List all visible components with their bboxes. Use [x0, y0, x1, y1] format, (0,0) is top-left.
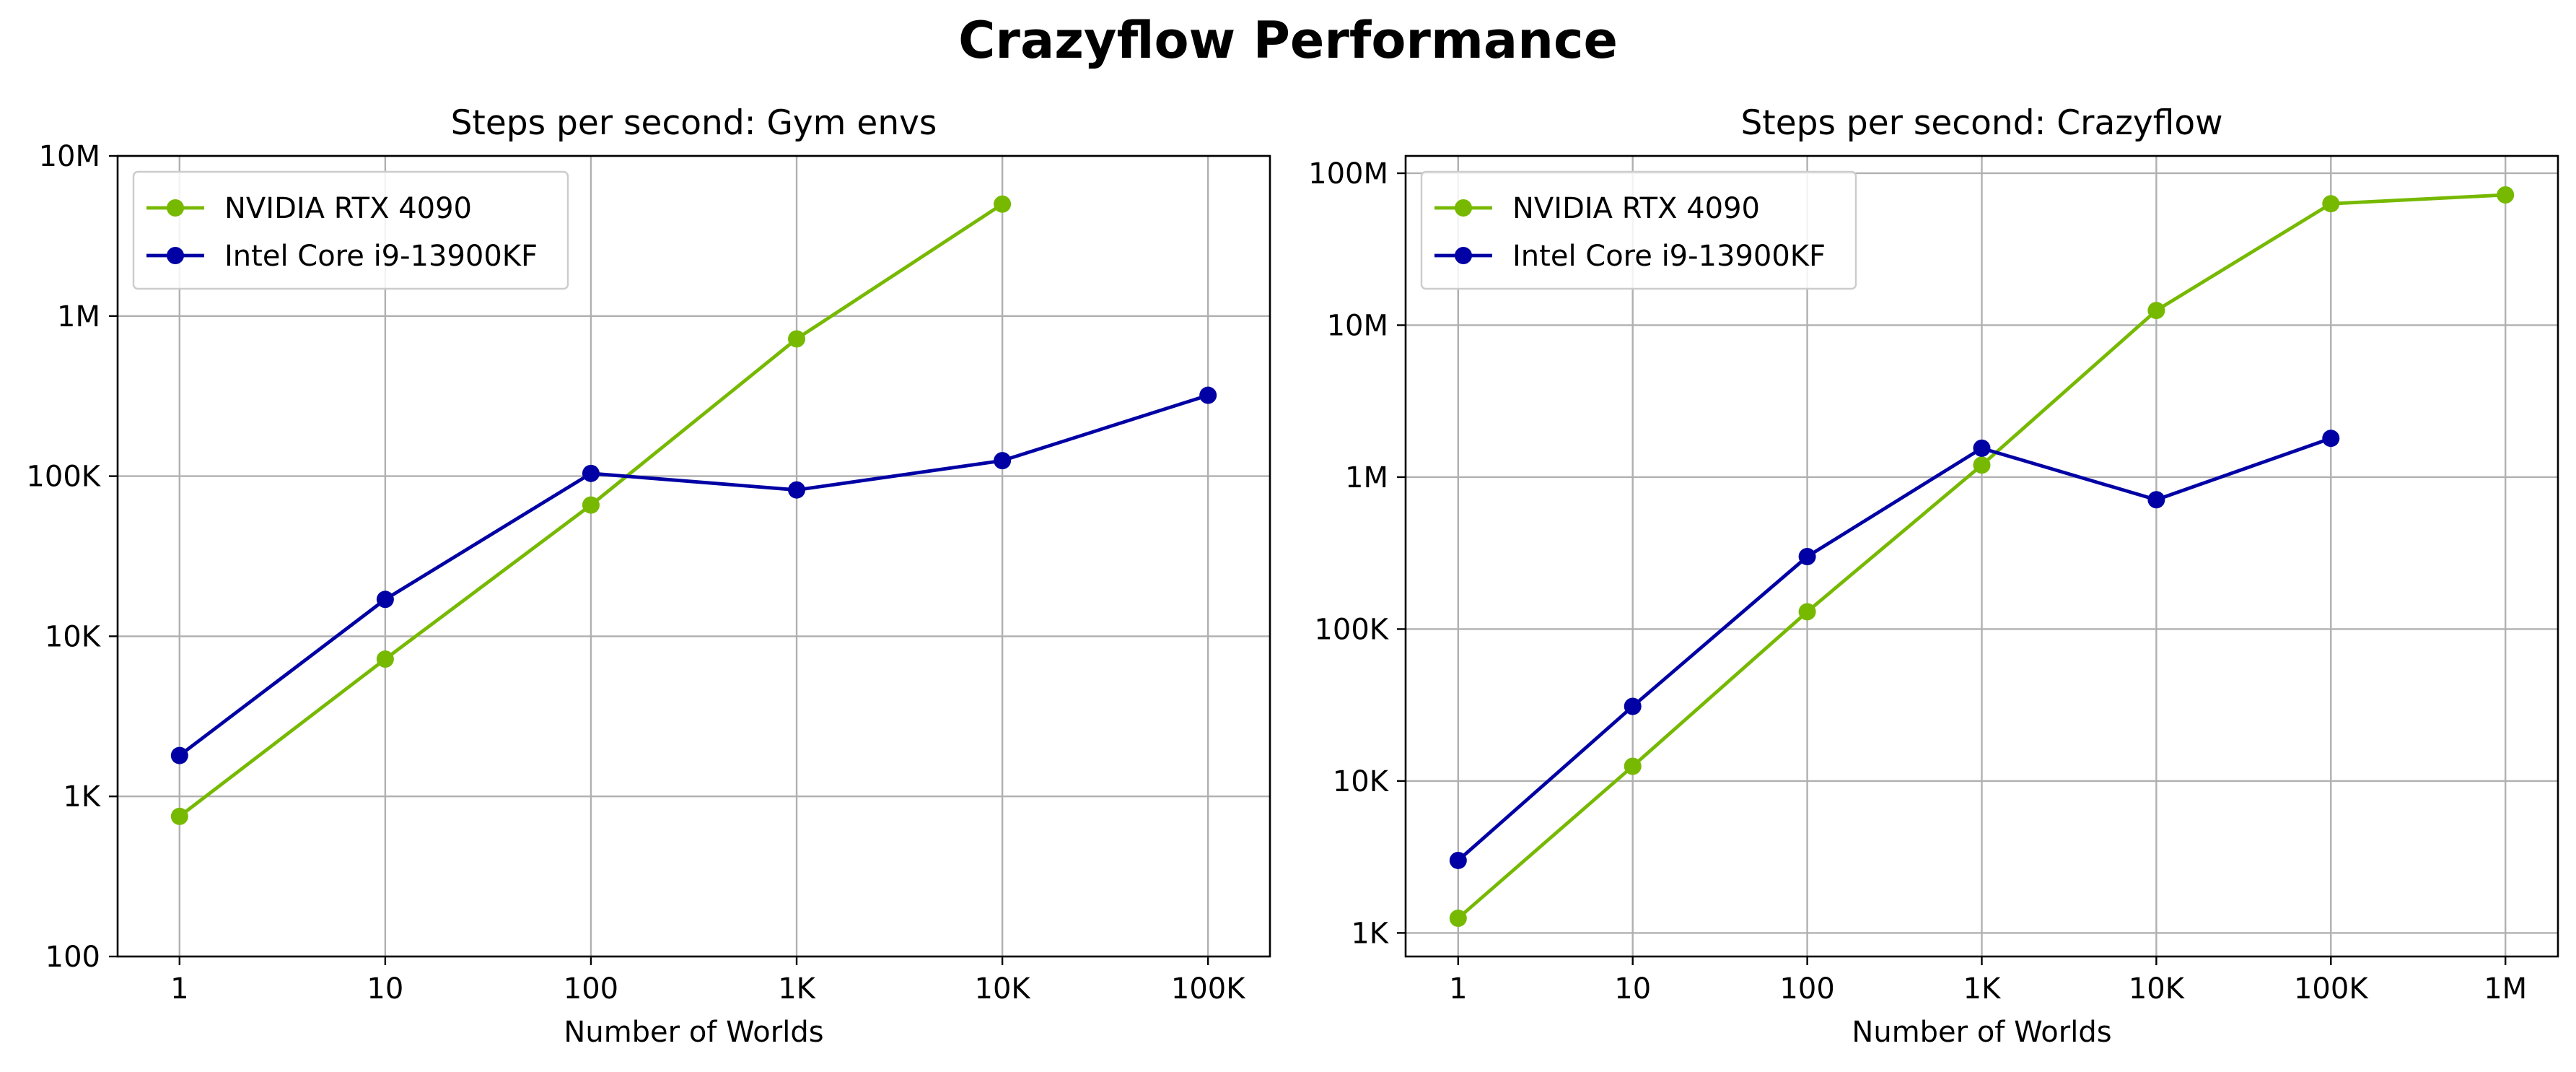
- chart-2-x-tick-label: 10: [1614, 972, 1651, 1006]
- chart-2-x-tick-label: 1K: [1963, 972, 2002, 1006]
- chart-1-x-axis-label: Number of Worlds: [564, 1016, 823, 1049]
- chart-2-x-tick-label: 1: [1449, 972, 1467, 1006]
- chart-1-x-tick-label: 10: [367, 972, 403, 1006]
- chart-2-axes-frame: [1404, 154, 2559, 958]
- chart-2-y-tick-label: 10K: [1333, 765, 1390, 798]
- chart-1-x-tick-label: 100K: [1171, 972, 1246, 1006]
- chart-2-x-tick-label: 10K: [2129, 972, 2186, 1006]
- chart-2-series-intel-core-i9-13900kf-line: [1456, 436, 2333, 863]
- chart-2-series-nvidia-rtx-4090-point: [1973, 456, 1991, 474]
- chart-2-legend-intel-core-i9-13900kf-label: Intel Core i9-13900KF: [1512, 240, 1826, 273]
- chart-1-series-intel-core-i9-13900kf-point: [1199, 386, 1217, 404]
- chart-2-legend: NVIDIA RTX 4090 Intel Core i9-13900KF: [1420, 170, 1857, 290]
- chart-1-legend: NVIDIA RTX 4090 Intel Core i9-13900KF: [132, 170, 569, 290]
- chart-gym-envs: 1 10 100 1K 10K 100K 100 1K 10K 100K 1M 10M Steps pe…: [26, 103, 1271, 1049]
- chart-1-series-intel-core-i9-13900kf-point: [994, 452, 1012, 470]
- chart-1-legend-nvidia-rtx-4090-swatch-marker: [167, 199, 184, 217]
- chart-2-x-tick-label: 100: [1779, 972, 1834, 1006]
- chart-2-title: Steps per second: Crazyflow: [1740, 103, 2222, 143]
- chart-2-y-tick-label: 1K: [1351, 917, 1389, 950]
- chart-2-series-intel-core-i9-13900kf-point: [2147, 491, 2165, 509]
- chart-1-series-nvidia-rtx-4090-point: [376, 650, 394, 668]
- chart-2-series-nvidia-rtx-4090-point: [1449, 909, 1467, 927]
- chart-2-series-intel-core-i9-13900kf-point: [1973, 439, 1991, 457]
- chart-crazyflow: 1 10 100 1K 10K 100K 1M 1K 10K 100K 1M 10M 100M Steps…: [1308, 103, 2559, 1049]
- chart-1-legend-frame: [132, 170, 569, 290]
- chart-1-series-nvidia-rtx-4090-point: [582, 496, 600, 514]
- chart-1-title: Steps per second: Gym envs: [451, 103, 937, 143]
- chart-2-series-nvidia-rtx-4090-point: [2147, 302, 2165, 320]
- chart-2-series-nvidia-rtx-4090-point: [2322, 195, 2340, 213]
- chart-1-x-tick-label: 100: [564, 972, 618, 1006]
- chart-1-y-tick-label: 100: [45, 941, 100, 974]
- chart-2-x-axis-label: Number of Worlds: [1852, 1016, 2111, 1049]
- chart-1-y-tick-label: 100K: [26, 461, 101, 494]
- chart-2-series-intel-core-i9-13900kf-point: [1624, 697, 1642, 715]
- chart-2-series-nvidia-rtx-4090-point: [1798, 603, 1816, 621]
- chart-1-y-tick-label: 1M: [57, 300, 100, 334]
- chart-1-series-intel-core-i9-13900kf-point: [582, 464, 600, 482]
- chart-2-y-tick-label: 100M: [1308, 157, 1388, 191]
- chart-2-series-nvidia-rtx-4090-point: [2497, 186, 2515, 204]
- chart-1-x-tick-label: 10K: [975, 972, 1032, 1006]
- chart-1-series-intel-core-i9-13900kf-point: [788, 481, 806, 499]
- chart-1-axes-frame: [116, 154, 1271, 958]
- chart-1-x-tick-label: 1: [170, 972, 188, 1006]
- chart-2-series-intel-core-i9-13900kf-point: [2322, 430, 2340, 448]
- chart-1-series-intel-core-i9-13900kf-point: [170, 746, 188, 764]
- chart-2-series-intel-core-i9-13900kf-point: [1449, 851, 1467, 869]
- chart-2-x-tick-label: 1M: [2484, 972, 2527, 1006]
- chart-1-series-nvidia-rtx-4090-point: [994, 195, 1012, 213]
- chart-2-series-intel-core-i9-13900kf-point: [1798, 548, 1816, 566]
- chart-1-y-tick-label: 10K: [45, 620, 102, 653]
- chart-2-legend-nvidia-rtx-4090-label: NVIDIA RTX 4090: [1512, 192, 1760, 225]
- chart-1-legend-intel-core-i9-13900kf-label: Intel Core i9-13900KF: [224, 240, 538, 273]
- chart-1-series-nvidia-rtx-4090-point: [788, 330, 806, 348]
- chart-2-legend-intel-core-i9-13900kf-swatch-marker: [1455, 247, 1472, 264]
- chart-2-x-tick-label: 100K: [2294, 972, 2369, 1006]
- chart-2-y-tick-label: 10M: [1327, 309, 1388, 342]
- chart-2-y-tick-label: 100K: [1314, 613, 1389, 646]
- chart-1-y-tick-label: 10M: [39, 140, 100, 173]
- chart-1-series-intel-core-i9-13900kf-point: [376, 591, 394, 609]
- chart-1-legend-intel-core-i9-13900kf-swatch-marker: [167, 247, 184, 264]
- chart-2-legend-frame: [1420, 170, 1857, 290]
- chart-2-series-nvidia-rtx-4090-point: [1624, 757, 1642, 775]
- chart-2-y-tick-label: 1M: [1345, 461, 1388, 494]
- chart-1-series-nvidia-rtx-4090-point: [170, 807, 188, 825]
- chart-1-series-intel-core-i9-13900kf-line: [178, 393, 1210, 757]
- figure-title: Crazyflow Performance: [958, 11, 1618, 70]
- chart-1-legend-nvidia-rtx-4090-label: NVIDIA RTX 4090: [224, 192, 472, 225]
- chart-1-y-tick-label: 1K: [63, 780, 101, 814]
- chart-1-x-tick-label: 1K: [778, 972, 816, 1006]
- chart-2-legend-nvidia-rtx-4090-swatch-marker: [1455, 199, 1472, 217]
